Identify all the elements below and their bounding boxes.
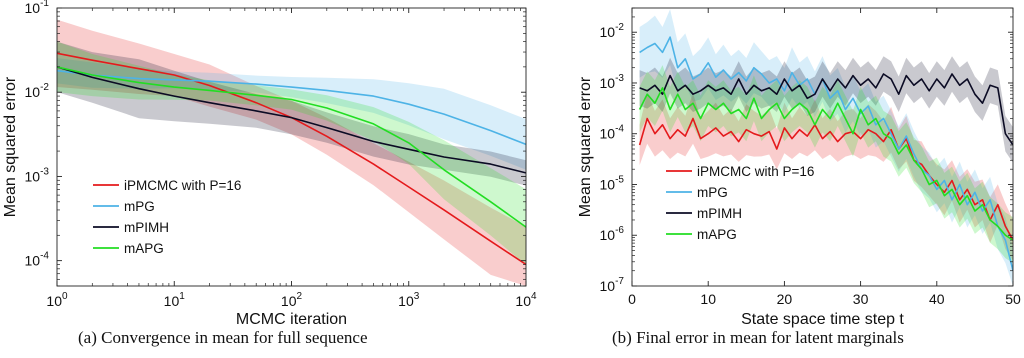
x-tick-label: 0	[628, 291, 636, 307]
x-tick-label: 103	[398, 291, 420, 309]
y-tick-label: 10-3	[25, 166, 50, 184]
y-tick-label: 10-2	[600, 22, 625, 40]
legend-label-1: mPG	[697, 185, 728, 200]
y-tick-label: 10-7	[600, 276, 625, 294]
series-band-3	[57, 41, 526, 265]
legend-label-3: mAPG	[124, 241, 164, 256]
legend-label-2: mPIMH	[124, 220, 169, 235]
y-tick-label: 10-6	[600, 225, 625, 243]
x-axis-label: MCMC iteration	[236, 311, 347, 328]
legend-label-2: mPIMH	[697, 206, 742, 221]
caption-b: (b) Final error in mean for latent margi…	[612, 328, 904, 347]
y-axis-label: Mean squared error	[577, 76, 594, 217]
legend-label-3: mAPG	[697, 227, 737, 242]
legend-label-1: mPG	[124, 199, 155, 214]
chart-b: 0 10 20 30 40 50 10-7 10-6 10-5 10-4 10-3 10-2 State…	[577, 7, 1021, 328]
series-line-0	[638, 117, 1013, 241]
x-tick-label: 102	[281, 291, 303, 309]
caption-a: (a) Convergence in mean for full sequenc…	[78, 328, 368, 347]
y-axis-label: Mean squared error	[2, 76, 19, 217]
x-axis-label: State space time step t	[741, 311, 904, 328]
plot-area	[57, 19, 526, 286]
x-tick-label: 101	[164, 291, 186, 309]
y-tick-label: 10-3	[600, 73, 625, 91]
series-band-2	[639, 56, 1013, 163]
chart-a: 100 101 102 103 104 10-4 10-3 10-2 10-1 MCMC iter…	[2, 0, 537, 328]
x-tick-label: 104	[515, 291, 537, 309]
series-line-1	[57, 69, 526, 146]
series-line-2	[639, 73, 1013, 146]
x-tick-label: 30	[853, 291, 869, 307]
series-band-0	[57, 19, 526, 286]
plot-area	[638, 9, 1013, 286]
series-line-2	[57, 66, 526, 174]
legend: iPMCMC with P=16 mPG mPIMH mAPG	[666, 164, 814, 242]
legend-label-0: iPMCMC with P=16	[697, 164, 814, 179]
y-tick-label: 10-4	[25, 251, 50, 269]
legend-label-0: iPMCMC with P=16	[124, 178, 241, 193]
series-band-3	[639, 65, 1013, 263]
axes-frame	[631, 7, 1014, 287]
y-tick-label: 10-5	[600, 174, 625, 192]
x-tick-label: 20	[777, 291, 793, 307]
series-line-3	[638, 87, 1013, 241]
x-tick-label: 10	[700, 291, 716, 307]
y-tick-label: 10-1	[25, 0, 50, 16]
y-tick-label: 10-4	[600, 124, 625, 142]
y-tick-label: 10-2	[25, 82, 50, 100]
series-band-1	[57, 58, 526, 170]
x-tick-label: 50	[1005, 291, 1021, 307]
series-line-3	[57, 66, 526, 228]
legend: iPMCMC with P=16 mPG mPIMH mAPG	[93, 178, 241, 256]
x-tick-label: 100	[46, 291, 68, 309]
x-tick-label: 40	[929, 291, 945, 307]
series-line-1	[639, 36, 1013, 271]
